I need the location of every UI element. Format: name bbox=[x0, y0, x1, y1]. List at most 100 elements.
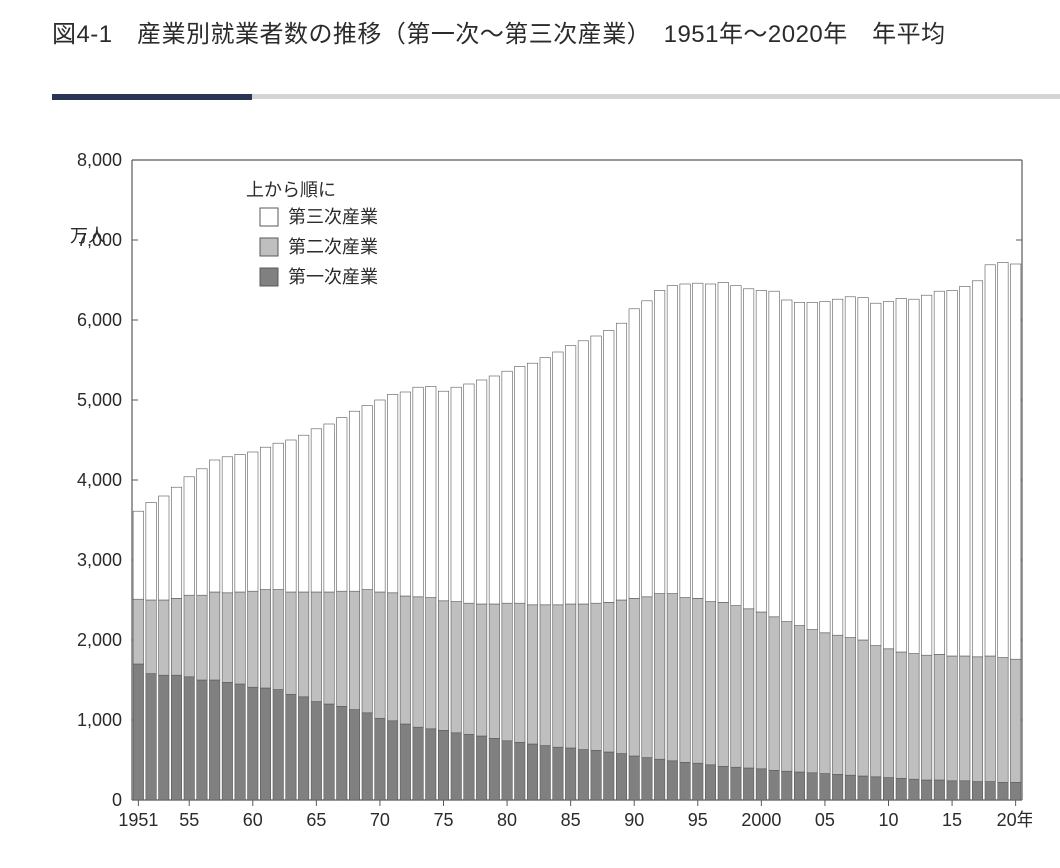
x-tick-label: 55 bbox=[179, 810, 199, 830]
bar-segment-secondary bbox=[565, 604, 575, 748]
bar-segment-primary bbox=[387, 721, 397, 800]
bar-segment-tertiary bbox=[438, 391, 448, 601]
bar-segment-tertiary bbox=[133, 511, 143, 599]
bar-segment-secondary bbox=[743, 609, 753, 768]
bar-segment-primary bbox=[782, 771, 792, 800]
bar-segment-primary bbox=[985, 782, 995, 800]
bar-segment-tertiary bbox=[832, 299, 842, 635]
bar-segment-secondary bbox=[273, 590, 283, 690]
bar-segment-primary bbox=[731, 767, 741, 800]
bar-segment-tertiary bbox=[362, 406, 372, 590]
bar-segment-primary bbox=[273, 690, 283, 800]
bar-segment-secondary bbox=[705, 602, 715, 765]
bar-segment-primary bbox=[909, 779, 919, 800]
bar-segment-tertiary bbox=[693, 283, 703, 598]
bar-segment-secondary bbox=[921, 655, 931, 780]
bar-segment-primary bbox=[502, 741, 512, 800]
bar-segment-tertiary bbox=[146, 502, 156, 600]
bar-segment-secondary bbox=[909, 654, 919, 780]
bar-segment-primary bbox=[146, 674, 156, 800]
legend-label-primary: 第一次産業 bbox=[288, 267, 378, 287]
bar-segment-primary bbox=[349, 710, 359, 800]
bar-segment-secondary bbox=[451, 602, 461, 733]
bar-segment-secondary bbox=[820, 633, 830, 774]
bar-segment-secondary bbox=[896, 652, 906, 778]
bar-segment-secondary bbox=[794, 626, 804, 772]
bar-segment-tertiary bbox=[782, 300, 792, 622]
bar-segment-tertiary bbox=[972, 281, 982, 657]
bar-segment-primary bbox=[527, 744, 537, 800]
legend-label-tertiary: 第三次産業 bbox=[288, 207, 378, 227]
bar-segment-primary bbox=[489, 738, 499, 800]
bar-segment-tertiary bbox=[565, 346, 575, 604]
bar-segment-tertiary bbox=[960, 286, 970, 656]
bar-segment-tertiary bbox=[769, 291, 779, 617]
bar-segment-tertiary bbox=[387, 394, 397, 592]
bar-segment-secondary bbox=[616, 600, 626, 754]
bar-segment-secondary bbox=[807, 630, 817, 773]
bar-segment-primary bbox=[578, 750, 588, 800]
bar-segment-tertiary bbox=[629, 309, 639, 599]
bar-segment-tertiary bbox=[527, 363, 537, 605]
bar-segment-tertiary bbox=[464, 384, 474, 603]
bar-segment-secondary bbox=[400, 596, 410, 724]
bar-segment-primary bbox=[883, 778, 893, 800]
bar-segment-tertiary bbox=[705, 284, 715, 602]
bar-segment-primary bbox=[705, 765, 715, 800]
bar-segment-secondary bbox=[311, 592, 321, 702]
bar-segment-secondary bbox=[324, 592, 334, 704]
bar-segment-secondary bbox=[464, 603, 474, 734]
bar-segment-primary bbox=[604, 752, 614, 800]
bar-segment-tertiary bbox=[858, 298, 868, 640]
bar-segment-primary bbox=[184, 677, 194, 800]
bar-segment-primary bbox=[171, 675, 181, 800]
bar-segment-secondary bbox=[756, 612, 766, 769]
y-tick-label: 4,000 bbox=[77, 470, 122, 490]
bar-segment-secondary bbox=[235, 592, 245, 684]
bar-segment-primary bbox=[413, 727, 423, 800]
bar-segment-primary bbox=[832, 774, 842, 800]
bar-segment-primary bbox=[960, 781, 970, 800]
bar-segment-tertiary bbox=[337, 418, 347, 592]
bar-segment-primary bbox=[921, 780, 931, 800]
bar-segment-tertiary bbox=[286, 440, 296, 592]
bar-segment-primary bbox=[654, 759, 664, 800]
bar-segment-primary bbox=[324, 704, 334, 800]
x-tick-label: 75 bbox=[433, 810, 453, 830]
bar-segment-primary bbox=[896, 778, 906, 800]
bar-segment-secondary bbox=[184, 595, 194, 677]
bar-segment-secondary bbox=[502, 603, 512, 741]
bar-segment-primary bbox=[337, 706, 347, 800]
bar-segment-secondary bbox=[222, 593, 232, 683]
bar-segment-tertiary bbox=[451, 387, 461, 601]
legend-swatch-primary bbox=[260, 268, 278, 286]
bar-segment-secondary bbox=[718, 602, 728, 766]
bar-segment-primary bbox=[159, 675, 169, 800]
bar-segment-secondary bbox=[858, 640, 868, 776]
bar-segment-secondary bbox=[947, 656, 957, 781]
bar-segment-tertiary bbox=[921, 295, 931, 655]
bar-segment-secondary bbox=[197, 595, 207, 680]
bar-segment-tertiary bbox=[260, 447, 270, 589]
x-tick-label: 60 bbox=[243, 810, 263, 830]
bar-segment-primary bbox=[464, 734, 474, 800]
bar-segment-tertiary bbox=[756, 290, 766, 612]
bar-segment-primary bbox=[400, 724, 410, 800]
bar-segment-tertiary bbox=[883, 302, 893, 649]
y-tick-label: 0 bbox=[112, 790, 122, 810]
bar-segment-secondary bbox=[782, 622, 792, 772]
bar-segment-tertiary bbox=[807, 302, 817, 629]
y-tick-label: 6,000 bbox=[77, 310, 122, 330]
bar-segment-primary bbox=[858, 776, 868, 800]
x-tick-label: 20年 bbox=[997, 810, 1032, 830]
title-rule bbox=[52, 94, 1060, 102]
bar-segment-secondary bbox=[972, 657, 982, 782]
bar-segment-primary bbox=[667, 761, 677, 800]
bar-segment-primary bbox=[934, 780, 944, 800]
bar-segment-primary bbox=[565, 748, 575, 800]
bar-segment-primary bbox=[820, 774, 830, 800]
bar-segment-secondary bbox=[337, 591, 347, 706]
bar-segment-tertiary bbox=[515, 366, 525, 603]
bar-segment-tertiary bbox=[985, 265, 995, 656]
bar-segment-secondary bbox=[375, 592, 385, 718]
